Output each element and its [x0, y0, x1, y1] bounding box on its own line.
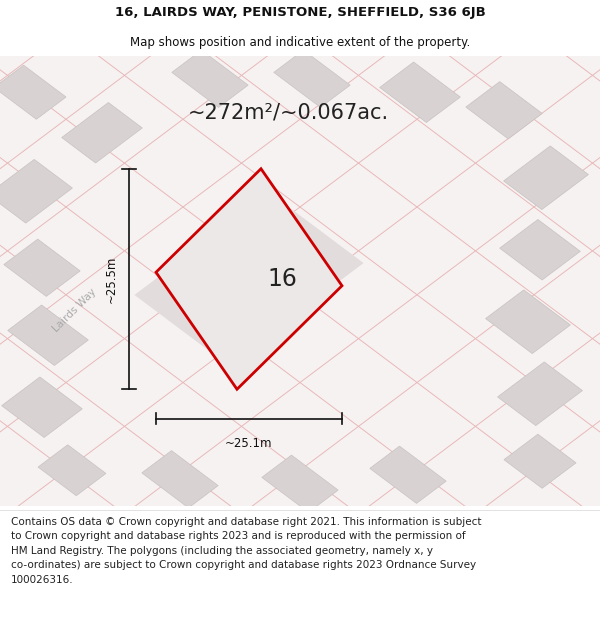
Text: Lairds Way: Lairds Way: [52, 287, 98, 334]
Polygon shape: [0, 65, 66, 119]
Polygon shape: [504, 434, 576, 488]
Polygon shape: [274, 50, 350, 108]
Text: 16: 16: [267, 267, 297, 291]
Polygon shape: [262, 455, 338, 512]
Polygon shape: [485, 290, 571, 354]
Polygon shape: [2, 377, 82, 438]
Polygon shape: [370, 446, 446, 503]
Polygon shape: [8, 305, 88, 366]
Polygon shape: [156, 169, 342, 389]
Text: 16, LAIRDS WAY, PENISTONE, SHEFFIELD, S36 6JB: 16, LAIRDS WAY, PENISTONE, SHEFFIELD, S3…: [115, 6, 485, 19]
Polygon shape: [62, 102, 142, 163]
Polygon shape: [172, 50, 248, 108]
Polygon shape: [142, 451, 218, 508]
Text: ~25.5m: ~25.5m: [105, 255, 118, 302]
Polygon shape: [4, 239, 80, 296]
Polygon shape: [500, 219, 580, 280]
Text: Contains OS data © Crown copyright and database right 2021. This information is : Contains OS data © Crown copyright and d…: [11, 517, 481, 584]
Text: ~272m²/~0.067ac.: ~272m²/~0.067ac.: [187, 102, 389, 122]
Polygon shape: [466, 82, 542, 139]
Polygon shape: [497, 362, 583, 426]
Polygon shape: [380, 62, 460, 122]
Text: ~25.1m: ~25.1m: [225, 438, 273, 451]
Polygon shape: [38, 445, 106, 496]
Polygon shape: [134, 193, 364, 365]
Polygon shape: [503, 146, 589, 209]
Text: Map shows position and indicative extent of the property.: Map shows position and indicative extent…: [130, 36, 470, 49]
Polygon shape: [0, 159, 73, 223]
